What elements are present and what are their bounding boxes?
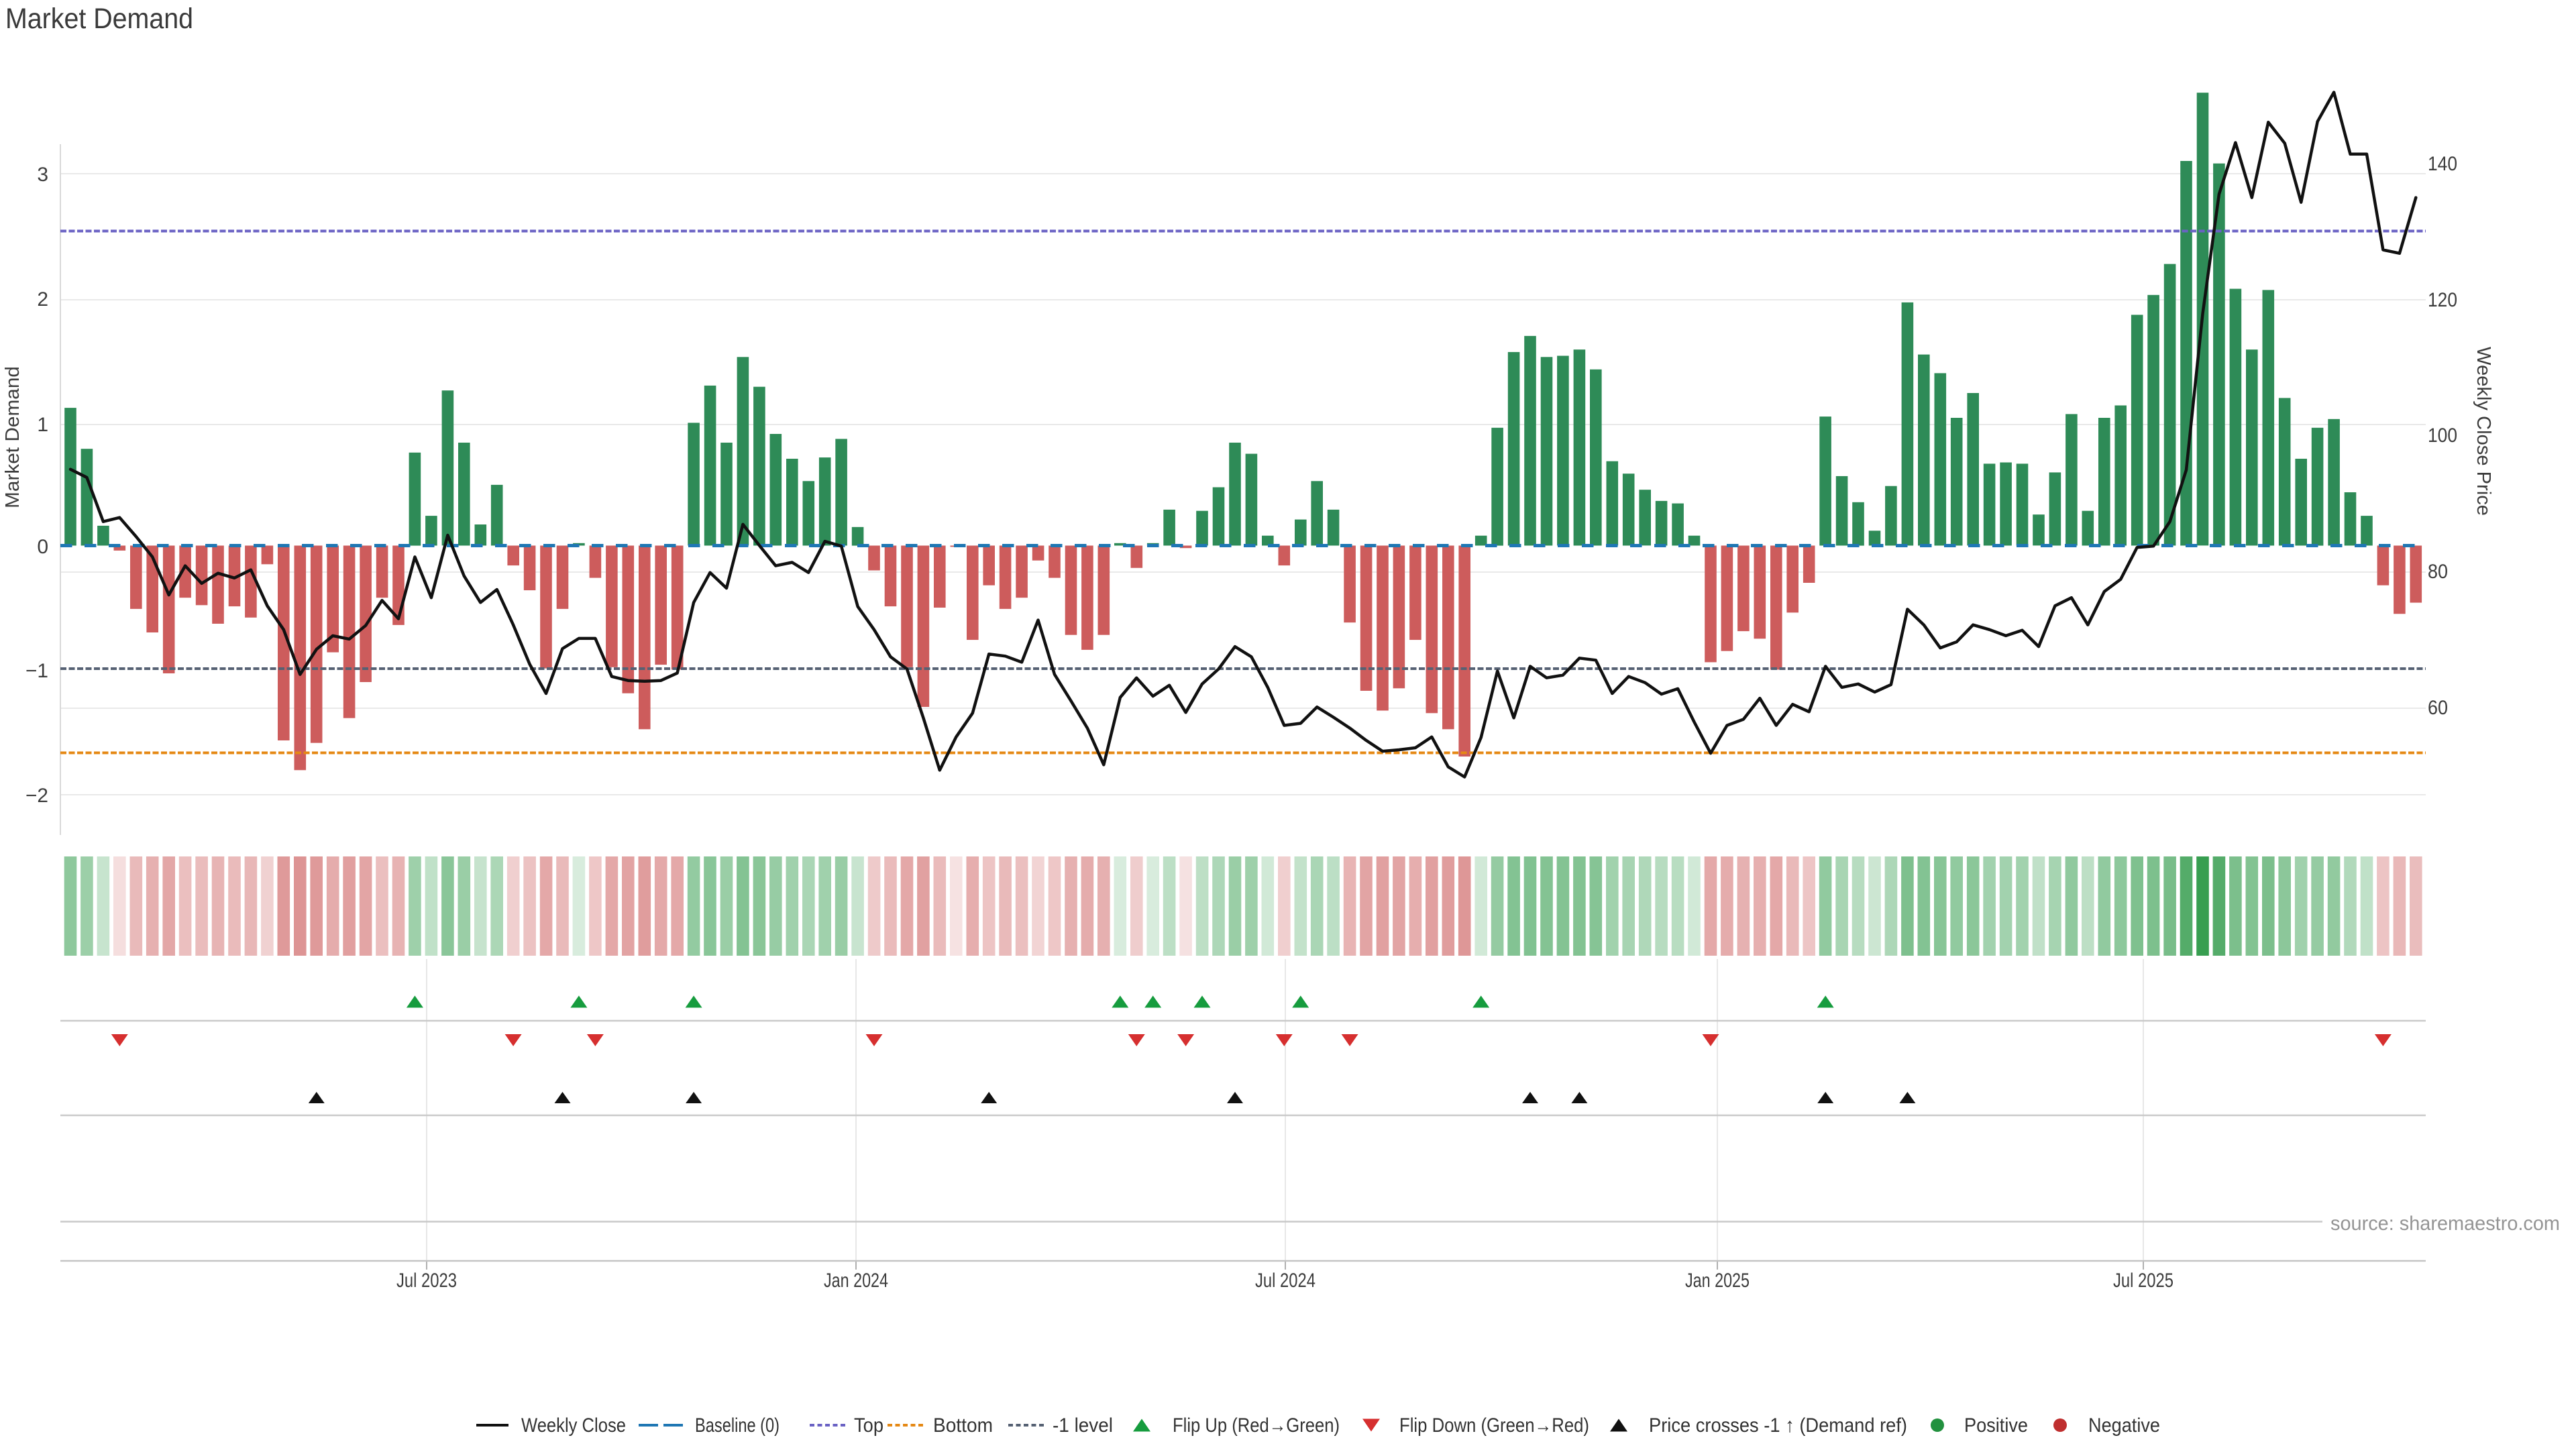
svg-text:Price crosses -1 ↑ (Demand ref: Price crosses -1 ↑ (Demand ref) [1649,1414,1907,1437]
svg-text:Jul 2025: Jul 2025 [2113,1270,2174,1292]
svg-text:−1: −1 [25,660,48,682]
svg-text:3: 3 [37,164,48,186]
svg-text:Market Demand: Market Demand [5,3,193,35]
svg-text:-1 level: -1 level [1053,1414,1113,1437]
svg-text:source: sharemaestro.com: source: sharemaestro.com [2330,1213,2560,1235]
svg-text:120: 120 [2428,289,2457,311]
svg-text:Negative: Negative [2088,1414,2160,1437]
svg-text:0: 0 [37,536,48,558]
svg-text:Jan 2025: Jan 2025 [1685,1270,1750,1292]
svg-text:1: 1 [37,414,48,436]
svg-text:140: 140 [2428,153,2457,175]
svg-text:Jul 2023: Jul 2023 [396,1270,457,1292]
svg-text:60: 60 [2428,697,2448,719]
svg-text:Flip Down (Green→Red): Flip Down (Green→Red) [1399,1414,1589,1437]
svg-text:Flip Up (Red→Green): Flip Up (Red→Green) [1173,1414,1340,1437]
svg-text:−2: −2 [25,785,48,807]
svg-text:2: 2 [37,288,48,311]
svg-text:Jul 2024: Jul 2024 [1255,1270,1316,1292]
svg-text:Positive: Positive [1964,1414,2028,1437]
svg-text:Baseline (0): Baseline (0) [695,1414,780,1437]
svg-text:Weekly Close Price: Weekly Close Price [2473,347,2494,516]
svg-text:Top: Top [854,1414,883,1437]
svg-text:Market Demand: Market Demand [2,366,23,508]
svg-text:80: 80 [2428,561,2448,583]
svg-text:Weekly Close: Weekly Close [521,1414,626,1437]
svg-text:Jan 2024: Jan 2024 [824,1270,888,1292]
svg-text:Bottom: Bottom [933,1414,993,1437]
svg-text:100: 100 [2428,425,2457,447]
